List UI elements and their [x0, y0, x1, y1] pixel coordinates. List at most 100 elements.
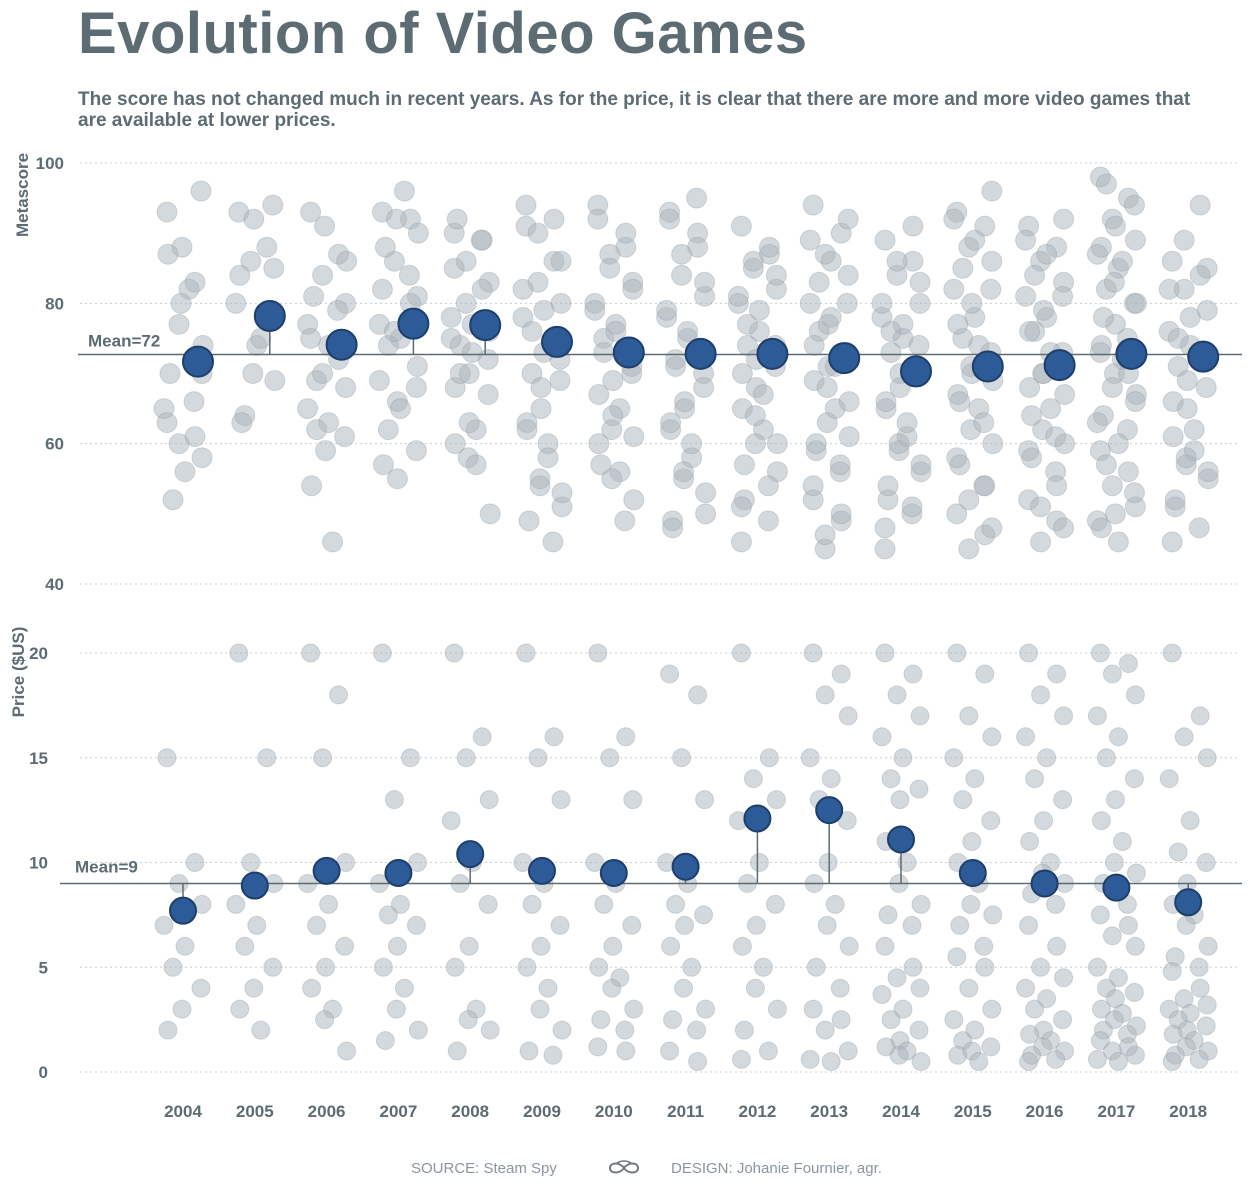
data-point: [799, 292, 821, 314]
data-point: [624, 999, 644, 1019]
data-point: [1162, 643, 1182, 663]
x-tick-label: 2010: [595, 1102, 633, 1121]
data-point: [944, 1010, 964, 1030]
data-point: [744, 405, 766, 427]
data-point: [1047, 936, 1067, 956]
yearly-mean-point: [456, 840, 485, 869]
data-point: [471, 278, 493, 300]
data-point: [1086, 412, 1108, 434]
data-point: [825, 894, 845, 914]
data-point: [672, 748, 692, 768]
data-point: [263, 257, 285, 279]
data-point: [730, 215, 752, 237]
data-point: [1123, 482, 1145, 504]
data-point: [733, 454, 755, 476]
data-point: [805, 433, 827, 455]
data-point: [1104, 853, 1124, 872]
data-point: [1087, 957, 1107, 977]
data-point: [1190, 706, 1210, 726]
x-tick-label: 2009: [523, 1102, 561, 1121]
yearly-mean-point: [397, 307, 430, 340]
data-point: [800, 748, 820, 768]
data-point: [251, 1020, 271, 1040]
data-point: [659, 208, 681, 230]
data-point: [175, 936, 195, 956]
data-point: [157, 243, 179, 265]
y-tick-label: 100: [36, 154, 64, 173]
data-point: [730, 496, 752, 518]
data-point: [537, 447, 559, 469]
data-point: [538, 978, 558, 998]
data-point: [688, 685, 708, 705]
x-tick-label: 2013: [810, 1102, 848, 1121]
yearly-mean-point: [671, 852, 700, 881]
data-point: [969, 1052, 989, 1072]
data-point: [875, 643, 895, 663]
y-tick-label: 5: [39, 958, 48, 977]
data-point: [334, 426, 356, 448]
data-point: [157, 748, 177, 768]
data-point: [1019, 643, 1039, 663]
data-point: [830, 978, 850, 998]
data-point: [440, 306, 462, 328]
data-point: [1102, 664, 1122, 684]
data-point: [593, 341, 615, 363]
data-point: [962, 832, 982, 852]
data-point: [394, 978, 414, 998]
data-point: [1176, 370, 1198, 392]
yearly-mean-point: [887, 825, 915, 854]
data-point: [1047, 664, 1067, 684]
data-point: [297, 398, 319, 420]
data-point: [881, 769, 901, 789]
data-point: [616, 727, 636, 747]
data-point: [727, 285, 749, 307]
data-point: [301, 475, 323, 497]
data-point: [766, 433, 788, 455]
data-point: [1107, 531, 1129, 553]
data-point: [1019, 320, 1041, 342]
data-point: [588, 643, 608, 663]
data-point: [950, 915, 970, 935]
data-point: [445, 957, 465, 977]
data-point: [1053, 1010, 1073, 1030]
data-point: [1108, 727, 1128, 747]
data-point: [168, 433, 190, 455]
data-point: [911, 1052, 931, 1072]
yearly-mean-point: [743, 804, 772, 833]
x-tick-label: 2006: [308, 1102, 346, 1121]
data-point: [803, 334, 825, 356]
data-point: [1046, 475, 1068, 497]
data-point: [877, 475, 899, 497]
data-point: [752, 384, 774, 406]
data-point: [443, 257, 465, 279]
data-point: [1124, 391, 1146, 413]
data-point: [875, 391, 897, 413]
data-point: [759, 748, 779, 768]
data-point: [981, 180, 1003, 202]
data-point: [154, 915, 174, 935]
data-point: [731, 643, 751, 663]
data-point: [386, 468, 408, 490]
data-point: [373, 957, 393, 977]
data-point: [1045, 426, 1067, 448]
data-point: [229, 643, 249, 663]
data-point: [821, 769, 841, 789]
data-point: [528, 748, 548, 768]
data-point: [660, 664, 680, 684]
data-point: [909, 779, 929, 799]
data-point: [1019, 1052, 1039, 1072]
yearly-mean-point: [815, 796, 844, 825]
data-point: [371, 278, 393, 300]
data-point: [802, 194, 824, 216]
x-tick-label: 2005: [236, 1102, 274, 1121]
data-point: [257, 748, 277, 768]
yearly-mean-point: [1030, 869, 1059, 898]
data-point: [837, 264, 859, 286]
data-point: [803, 999, 823, 1019]
data-point: [1020, 832, 1040, 852]
data-point: [757, 475, 779, 497]
data-point: [983, 905, 1003, 925]
data-point: [1108, 968, 1128, 988]
data-point: [818, 853, 838, 872]
data-point: [1124, 982, 1144, 1002]
